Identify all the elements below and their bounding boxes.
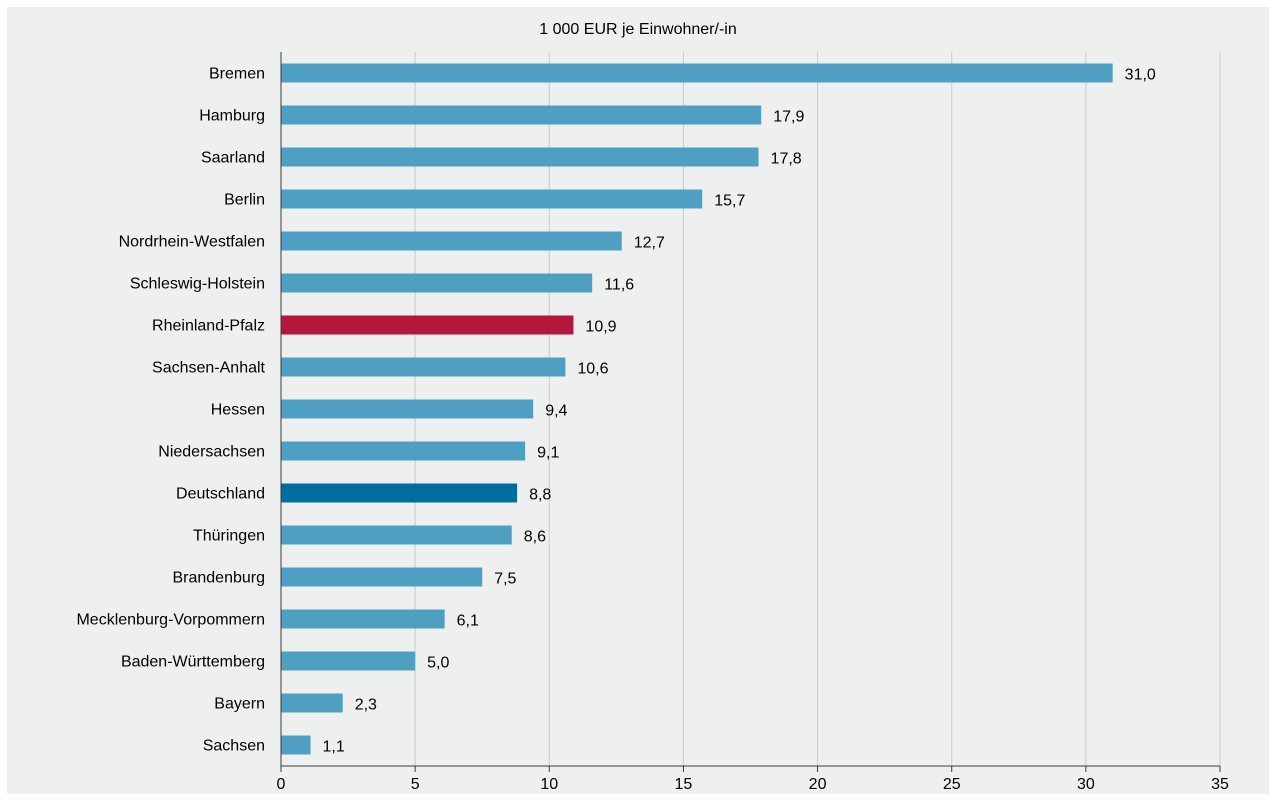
x-tick-label: 15: [675, 776, 693, 793]
bar-chart: Bremen 31,0 Hamburg 17,9 Saarland 17,8 Berlin 1…: [76, 52, 1229, 793]
bar: [281, 399, 534, 419]
category-label: Rheinland-Pfalz: [152, 318, 265, 335]
category-label: Nordrhein-Westfalen: [119, 234, 265, 251]
value-label: 17,9: [773, 109, 804, 126]
x-tick-label: 0: [277, 776, 286, 793]
value-label: 2,3: [355, 697, 377, 714]
value-label: 11,6: [604, 277, 634, 294]
category-label: Hamburg: [199, 108, 265, 125]
x-tick-label: 35: [1211, 776, 1229, 793]
value-label: 8,8: [529, 487, 551, 504]
category-label: Deutschland: [176, 486, 265, 503]
bar: [281, 651, 416, 671]
x-tick-label: 5: [411, 776, 420, 793]
x-tick-label: 20: [809, 776, 827, 793]
bar: [281, 273, 593, 293]
bar: [281, 189, 703, 209]
category-label: Thüringen: [193, 528, 265, 545]
category-label: Bremen: [209, 66, 265, 83]
x-tick-label: 30: [1077, 776, 1095, 793]
bar: [281, 63, 1113, 83]
value-label: 31,0: [1125, 67, 1156, 84]
value-label: 8,6: [524, 529, 546, 546]
value-label: 17,8: [771, 151, 802, 168]
category-label: Niedersachsen: [158, 444, 265, 461]
category-label: Berlin: [224, 192, 265, 209]
value-label: 10,9: [585, 319, 616, 336]
value-label: 9,1: [537, 445, 559, 462]
category-label: Brandenburg: [172, 570, 265, 587]
value-label: 1,1: [323, 739, 345, 756]
bar: [281, 105, 762, 125]
bar: [281, 525, 512, 545]
category-label: Sachsen-Anhalt: [152, 360, 266, 377]
category-label: Sachsen: [203, 738, 265, 755]
bar: [281, 147, 759, 167]
value-label: 15,7: [714, 193, 745, 210]
category-label: Hessen: [211, 402, 265, 419]
bar: [281, 483, 518, 503]
category-label: Saarland: [201, 150, 265, 167]
bar: [281, 441, 526, 461]
value-label: 6,1: [457, 613, 479, 630]
value-label: 12,7: [634, 235, 665, 252]
x-tick-label: 25: [943, 776, 961, 793]
value-label: 7,5: [494, 571, 516, 588]
value-label: 5,0: [427, 655, 449, 672]
category-label: Mecklenburg-Vorpommern: [76, 612, 265, 629]
chart-panel: 1 000 EUR je Einwohner/-in Bremen 31,0 Ham…: [7, 7, 1269, 794]
bar: [281, 693, 343, 713]
category-label: Schleswig-Holstein: [130, 276, 265, 293]
bar: [281, 357, 566, 377]
value-label: 9,4: [545, 403, 567, 420]
category-label: Bayern: [214, 696, 265, 713]
x-tick-label: 10: [540, 776, 558, 793]
value-label: 10,6: [577, 361, 608, 378]
bar: [281, 315, 574, 335]
category-label: Baden-Württemberg: [121, 654, 265, 671]
bar: [281, 231, 622, 251]
bar: [281, 735, 311, 755]
bar: [281, 609, 445, 629]
bar: [281, 567, 483, 587]
chart-title: 1 000 EUR je Einwohner/-in: [539, 21, 737, 38]
